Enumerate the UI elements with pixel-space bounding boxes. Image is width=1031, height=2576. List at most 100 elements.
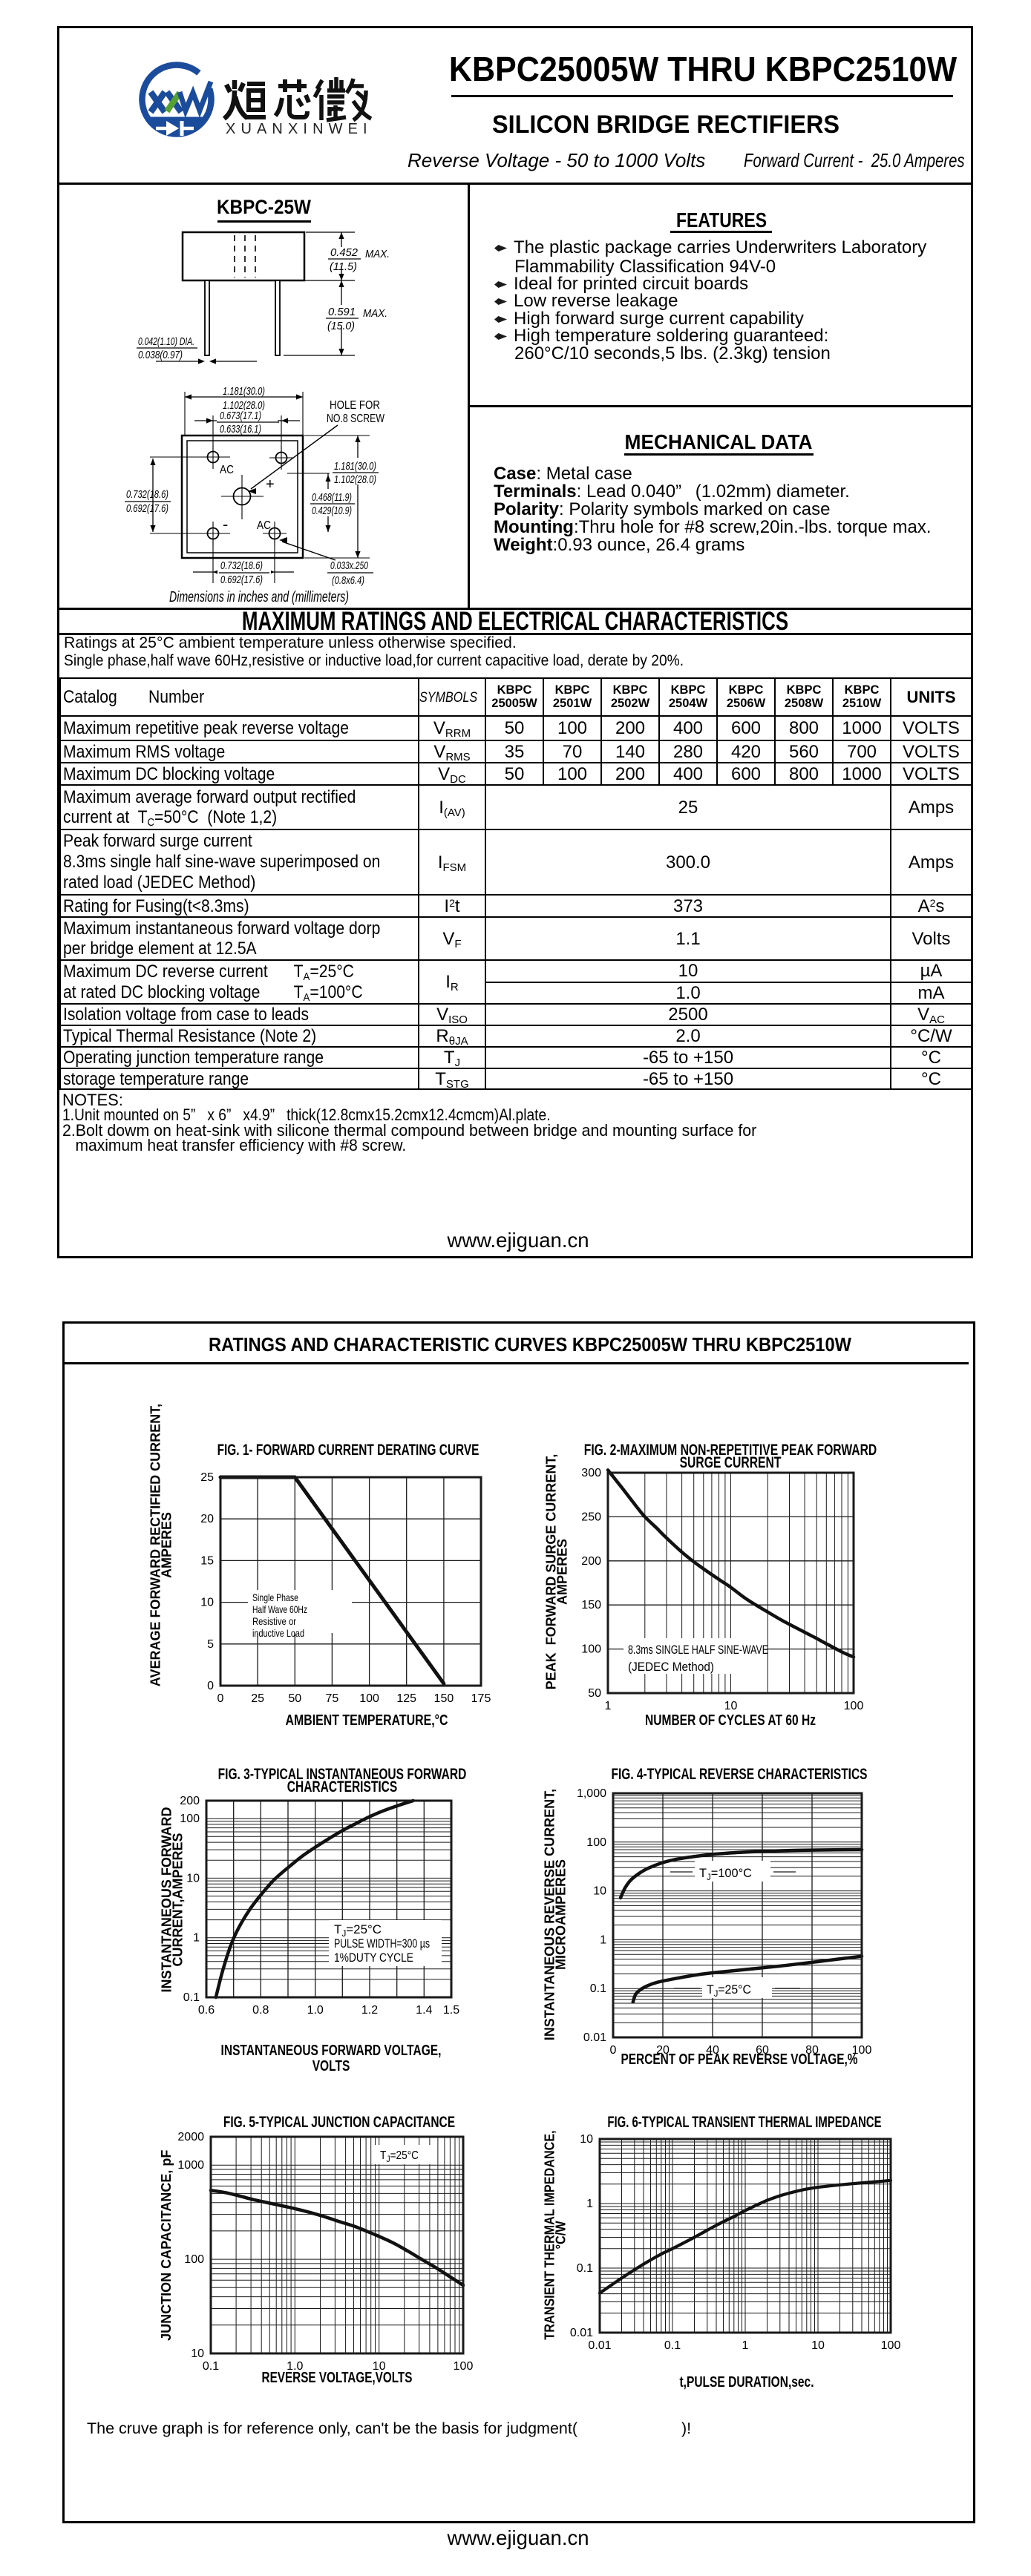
svg-text:20: 20 bbox=[200, 1513, 214, 1525]
svg-text:100: 100 bbox=[581, 1643, 601, 1656]
svg-text:-: - bbox=[223, 515, 228, 533]
svg-text:0: 0 bbox=[207, 1680, 214, 1692]
svg-text:1.0: 1.0 bbox=[287, 2360, 303, 2373]
svg-text:0.633(16.1): 0.633(16.1) bbox=[220, 423, 261, 436]
svg-text:0.1: 0.1 bbox=[577, 2262, 593, 2275]
svg-text:0.6: 0.6 bbox=[198, 2004, 215, 2017]
svg-text:150: 150 bbox=[434, 1692, 454, 1705]
svg-text:inductive Load: inductive Load bbox=[252, 1627, 304, 1639]
svg-text:8.3ms SINGLE HALF SINE-WAVE: 8.3ms SINGLE HALF SINE-WAVE bbox=[628, 1643, 768, 1657]
svg-text:0.732(18.6): 0.732(18.6) bbox=[220, 559, 263, 572]
svg-text:175: 175 bbox=[471, 1692, 491, 1705]
svg-text:Resistive or: Resistive or bbox=[252, 1615, 296, 1627]
svg-text:0.038(0.97): 0.038(0.97) bbox=[138, 349, 183, 361]
svg-text:0.468(11.9): 0.468(11.9) bbox=[312, 491, 352, 504]
svg-text:250: 250 bbox=[581, 1511, 601, 1523]
svg-text:1: 1 bbox=[742, 2339, 749, 2352]
svg-text:100: 100 bbox=[881, 2339, 901, 2352]
svg-text:TJ=100°C: TJ=100°C bbox=[699, 1866, 752, 1882]
svg-text:100: 100 bbox=[844, 1700, 864, 1712]
svg-text:0.01: 0.01 bbox=[570, 2327, 593, 2339]
svg-text:0.452: 0.452 bbox=[330, 246, 359, 259]
svg-text:1000: 1000 bbox=[177, 2159, 204, 2172]
svg-text:200: 200 bbox=[180, 1795, 200, 1807]
svg-text:Half Wave 60Hz: Half Wave 60Hz bbox=[252, 1603, 307, 1615]
svg-text:1.0: 1.0 bbox=[307, 2004, 324, 2017]
svg-text:0.1: 0.1 bbox=[664, 2339, 681, 2352]
svg-text:5: 5 bbox=[207, 1638, 214, 1651]
svg-text:80: 80 bbox=[805, 2044, 819, 2057]
svg-text:100: 100 bbox=[184, 2253, 204, 2266]
svg-text:(JEDEC Method): (JEDEC Method) bbox=[628, 1660, 714, 1674]
svg-text:100: 100 bbox=[852, 2044, 872, 2057]
svg-text:10: 10 bbox=[580, 2133, 593, 2146]
svg-text:1%DUTY CYCLE: 1%DUTY CYCLE bbox=[334, 1951, 413, 1965]
svg-text:300: 300 bbox=[581, 1467, 601, 1479]
svg-text:0.042(1.10) DIA.: 0.042(1.10) DIA. bbox=[138, 335, 194, 348]
svg-text:2000: 2000 bbox=[177, 2131, 204, 2143]
svg-text:0.033x.250: 0.033x.250 bbox=[330, 559, 368, 572]
svg-text:0.1: 0.1 bbox=[183, 1991, 200, 2004]
svg-text:25: 25 bbox=[251, 1692, 264, 1705]
svg-text:NO.8 SCREW: NO.8 SCREW bbox=[327, 413, 385, 425]
svg-text:10: 10 bbox=[373, 2360, 386, 2373]
svg-text:0.673(17.1): 0.673(17.1) bbox=[220, 410, 261, 422]
svg-text:60: 60 bbox=[756, 2044, 769, 2057]
svg-text:MAX.: MAX. bbox=[365, 248, 390, 260]
svg-text:25: 25 bbox=[200, 1471, 214, 1484]
svg-text:0.01: 0.01 bbox=[588, 2339, 611, 2352]
svg-text:20: 20 bbox=[656, 2044, 670, 2057]
svg-text:50: 50 bbox=[588, 1687, 601, 1700]
svg-text:MAX.: MAX. bbox=[363, 307, 387, 320]
svg-text:1.5: 1.5 bbox=[443, 2004, 459, 2017]
svg-text:AC: AC bbox=[220, 464, 234, 476]
svg-text:1: 1 bbox=[605, 1700, 612, 1712]
svg-text:1,000: 1,000 bbox=[577, 1787, 606, 1800]
svg-text:1.102(28.0): 1.102(28.0) bbox=[223, 399, 265, 412]
svg-text:0: 0 bbox=[610, 2044, 617, 2057]
svg-text:10: 10 bbox=[186, 1872, 200, 1885]
svg-text:10: 10 bbox=[811, 2339, 825, 2352]
svg-text:10: 10 bbox=[200, 1597, 214, 1609]
svg-text:125: 125 bbox=[396, 1692, 416, 1705]
svg-text:200: 200 bbox=[581, 1555, 601, 1568]
svg-text:+: + bbox=[266, 476, 275, 493]
svg-text:0.01: 0.01 bbox=[583, 2031, 606, 2044]
svg-text:TJ=25°C: TJ=25°C bbox=[707, 1982, 751, 1999]
svg-text:0: 0 bbox=[217, 1692, 224, 1705]
svg-text:Dimensions in inches and (mill: Dimensions in inches and (millimeters) bbox=[169, 589, 349, 605]
svg-text:AC: AC bbox=[257, 519, 271, 532]
svg-text:TJ=25°C: TJ=25°C bbox=[380, 2149, 419, 2164]
svg-text:0.732(18.6): 0.732(18.6) bbox=[126, 488, 168, 501]
svg-text:1: 1 bbox=[586, 2198, 593, 2210]
svg-text:100: 100 bbox=[180, 1813, 200, 1825]
svg-text:10: 10 bbox=[191, 2347, 204, 2360]
svg-text:1: 1 bbox=[193, 1932, 200, 1945]
svg-text:TJ=25°C: TJ=25°C bbox=[334, 1922, 382, 1939]
svg-text:150: 150 bbox=[581, 1599, 601, 1611]
svg-text:75: 75 bbox=[326, 1692, 339, 1705]
svg-text:1.181(30.0): 1.181(30.0) bbox=[223, 385, 265, 398]
svg-text:0.1: 0.1 bbox=[590, 1982, 606, 1995]
svg-text:0.1: 0.1 bbox=[203, 2360, 219, 2373]
svg-text:0.429(10.9): 0.429(10.9) bbox=[312, 505, 352, 517]
svg-text:1.4: 1.4 bbox=[416, 2004, 432, 2017]
svg-text:PULSE WIDTH=300 µs: PULSE WIDTH=300 µs bbox=[334, 1936, 430, 1951]
svg-text:0.692(17.6): 0.692(17.6) bbox=[220, 574, 263, 586]
svg-text:1: 1 bbox=[600, 1933, 606, 1946]
svg-text:Single Phase: Single Phase bbox=[252, 1591, 298, 1603]
svg-text:100: 100 bbox=[454, 2360, 474, 2373]
svg-text:(11.5): (11.5) bbox=[330, 260, 357, 273]
svg-text:1.2: 1.2 bbox=[361, 2004, 378, 2017]
svg-text:50: 50 bbox=[288, 1692, 301, 1705]
svg-text:(15.0): (15.0) bbox=[327, 320, 355, 332]
svg-text:1.181(30.0): 1.181(30.0) bbox=[334, 460, 376, 473]
svg-text:1.102(28.0): 1.102(28.0) bbox=[334, 473, 376, 486]
svg-text:40: 40 bbox=[706, 2044, 719, 2057]
svg-text:10: 10 bbox=[724, 1700, 738, 1712]
svg-text:(0.8x6.4): (0.8x6.4) bbox=[332, 574, 364, 587]
svg-text:15: 15 bbox=[200, 1554, 214, 1567]
svg-text:HOLE FOR: HOLE FOR bbox=[330, 399, 380, 412]
svg-text:10: 10 bbox=[593, 1885, 606, 1898]
svg-text:100: 100 bbox=[586, 1836, 606, 1849]
